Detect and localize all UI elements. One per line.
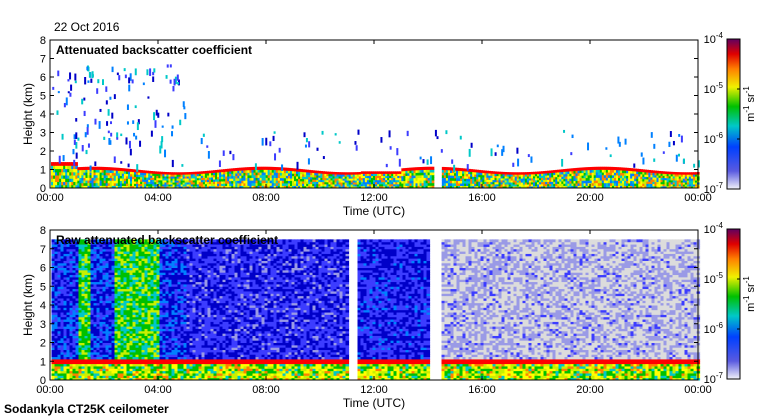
x-tick-label: 04:00 [144,192,172,204]
y-tick-label: 3 [40,128,46,140]
y-tick-label: 1 [40,356,46,368]
x-tick-label: 04:00 [144,384,172,396]
x-tick-label: 16:00 [468,192,496,204]
y-tick-label: 6 [40,72,46,84]
heatmap [51,64,700,189]
plot-area [50,40,698,188]
panel-title: Raw attenuated backscatter coefficient [56,233,278,247]
colorbar-tick-label: 10-6 [704,131,724,146]
x-tick-label: 00:00 [684,384,712,396]
heatmap [51,239,701,381]
colorbar-tick-label: 10-4 [704,31,724,46]
y-tick-label: 8 [40,225,46,237]
x-tick-label: 20:00 [576,384,604,396]
y-tick-label: 2 [40,338,46,350]
y-axis-label: Height (km) [21,274,35,336]
x-axis-label: Time (UTC) [343,396,405,410]
y-tick-label: 0 [40,375,46,387]
x-tick-label: 20:00 [576,192,604,204]
x-tick-label: 08:00 [252,192,280,204]
instrument-label: Sodankyla CT25K ceilometer [4,402,169,416]
y-tick-label: 1 [40,165,46,177]
date-label: 22 Oct 2016 [54,20,120,34]
y-tick-label: 4 [40,109,46,121]
y-tick-label: 5 [40,91,46,103]
x-tick-label: 00:00 [36,192,64,204]
panel-1: 0 1 2 3 4 5 6 7 8 00:00 04:00 08:00 12:00 16:00 20:00 0… [21,31,757,218]
colorbar-tick-label: 10-4 [704,221,724,236]
y-tick-label: 7 [40,244,46,256]
colorbar-tick-label: 10-6 [704,321,724,336]
x-tick-label: 08:00 [252,384,280,396]
y-tick-label: 2 [40,146,46,158]
panel-2: 0 1 2 3 4 5 6 7 8 00:00 04:00 08:00 12:00 16:00 20:00 0… [21,221,757,410]
y-tick-label: 5 [40,281,46,293]
colorbar-tick-label: 10-5 [704,271,724,286]
y-axis-label: Height (km) [21,83,35,145]
panel-title: Attenuated backscatter coefficient [56,43,252,57]
x-tick-label: 00:00 [684,192,712,204]
x-tick-label: 12:00 [360,384,388,396]
x-tick-label: 16:00 [468,384,496,396]
y-tick-label: 0 [40,183,46,195]
x-axis-label: Time (UTC) [343,204,405,218]
y-tick-label: 7 [40,54,46,66]
y-tick-label: 6 [40,263,46,275]
colorbar-tick-label: 10-7 [704,181,724,196]
colorbar-tick-label: 10-5 [704,81,724,96]
colorbar-label: m-1 sr-1 [742,86,757,122]
y-tick-label: 3 [40,319,46,331]
x-tick-label: 12:00 [360,192,388,204]
y-tick-label: 4 [40,300,46,312]
y-tick-label: 8 [40,35,46,47]
colorbar-tick-label: 10-7 [704,371,724,386]
colorbar [726,38,741,190]
colorbar-label: m-1 sr-1 [742,276,757,312]
x-tick-label: 00:00 [36,384,64,396]
colorbar [726,228,741,380]
